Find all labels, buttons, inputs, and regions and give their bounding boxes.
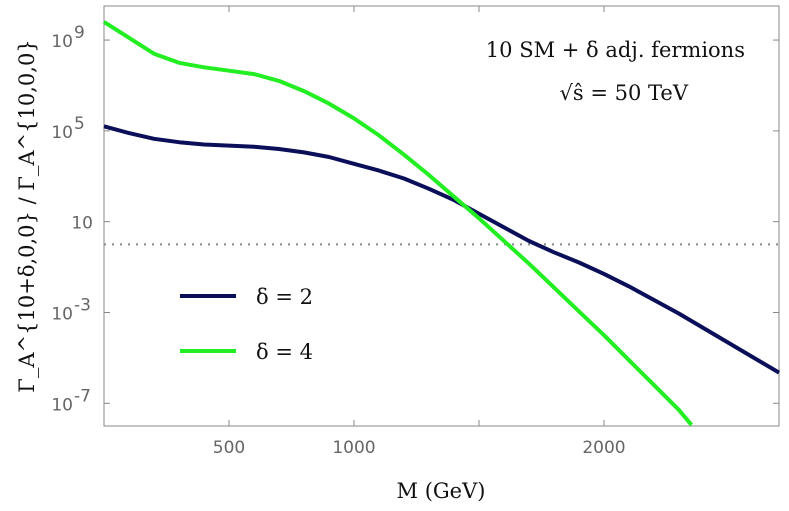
y-axis-title: Γ_A^{10+δ,0,0} / Γ_A^{10,0,0} xyxy=(15,39,39,392)
legend-label-delta2: δ = 2 xyxy=(256,285,313,309)
y-tick-exponent-4: -7 xyxy=(74,386,91,406)
y-tick-exponent-0: 9 xyxy=(74,23,85,43)
y-tick-label-1: 10 xyxy=(51,123,73,143)
y-tick-label-4: 10 xyxy=(51,395,73,415)
x-tick-label-2: 2000 xyxy=(582,438,625,458)
legend: δ = 2 δ = 4 xyxy=(180,285,313,364)
y-tick-label-2: 10 xyxy=(71,214,93,234)
y-tick-label-3: 10 xyxy=(51,304,73,324)
legend-label-delta4: δ = 4 xyxy=(256,340,313,364)
series-line-1 xyxy=(102,20,694,427)
annotation-line1: 10 SM + δ adj. fermions xyxy=(486,38,745,62)
y-tick-label-0: 10 xyxy=(51,32,73,52)
y-tick-exponent-1: 5 xyxy=(74,114,85,134)
x-tick-label-1: 1000 xyxy=(332,438,375,458)
x-ticks: 500 1000 2000 xyxy=(213,6,626,458)
series-layer xyxy=(102,20,781,427)
series-line-0 xyxy=(103,124,781,375)
x-tick-label-0: 500 xyxy=(213,438,245,458)
plot-frame xyxy=(103,5,780,427)
y-tick-exponent-3: -3 xyxy=(74,295,91,315)
annotation-line2: √ŝ = 50 TeV xyxy=(560,81,689,105)
x-axis-title: M (GeV) xyxy=(397,479,486,503)
